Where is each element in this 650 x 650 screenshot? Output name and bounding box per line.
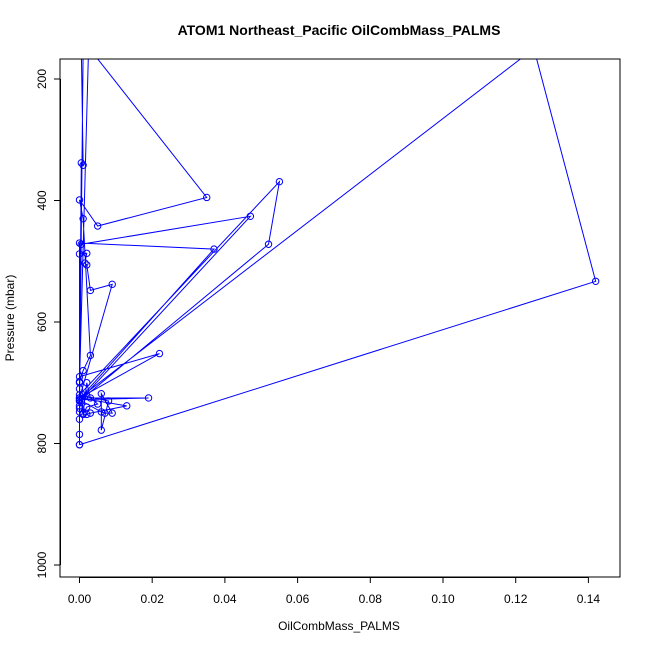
data-point: [79, 366, 87, 375]
data-point: [75, 430, 84, 439]
data-point: [75, 196, 84, 204]
x-tick-label: 0.06: [286, 592, 310, 606]
y-tick-label: 1000: [35, 551, 49, 578]
data-point: [75, 415, 84, 423]
data-point: [97, 389, 106, 398]
data-point: [77, 159, 86, 167]
data-point: [203, 193, 211, 202]
y-tick-label: 400: [35, 190, 49, 210]
data-point: [75, 441, 84, 449]
data-point: [123, 402, 131, 410]
data-point: [83, 249, 91, 258]
data-point: [83, 410, 91, 419]
data-point: [591, 277, 600, 285]
x-tick-label: 0.08: [359, 592, 383, 606]
plot-area: [75, 44, 600, 449]
data-point: [86, 351, 95, 360]
data-point: [75, 397, 84, 405]
data-point: [75, 404, 84, 412]
y-tick-label: 600: [35, 312, 49, 332]
y-axis: 200 400 600 800 1000: [35, 69, 61, 578]
data-point: [75, 250, 84, 258]
data-point: [97, 426, 106, 434]
x-tick-label: 0.00: [68, 592, 92, 606]
plot-frame: [59, 58, 621, 578]
data-point: [83, 403, 91, 411]
data-point: [144, 394, 153, 402]
data-point: [75, 239, 84, 247]
y-tick-label: 800: [35, 433, 49, 453]
data-point: [83, 379, 91, 387]
data-point: [86, 409, 95, 417]
data-point: [75, 408, 84, 416]
data-point: [104, 397, 113, 405]
y-axis-title: Pressure (mbar): [3, 275, 17, 362]
data-point: [85, 44, 91, 50]
data-point: [97, 408, 106, 416]
y-tick-label: 200: [35, 69, 49, 89]
data-point: [79, 215, 87, 223]
data-point: [108, 409, 116, 417]
chart-title: ATOM1 Northeast_Pacific OilCombMass_PALM…: [178, 22, 501, 38]
data-point: [77, 240, 86, 248]
data-point: [79, 391, 87, 399]
data-point: [86, 394, 95, 402]
data-point: [275, 177, 284, 186]
x-tick-label: 0.14: [577, 592, 601, 606]
x-tick-label: 0.02: [141, 592, 165, 606]
data-point: [81, 259, 89, 267]
data-point: [108, 280, 116, 289]
data-point: [155, 349, 164, 358]
data-point: [79, 161, 87, 169]
series-layer: [75, 44, 600, 449]
x-tick-label: 0.10: [431, 592, 455, 606]
data-point: [79, 410, 87, 419]
data-point: [75, 379, 84, 387]
data-point: [264, 240, 273, 248]
data-point: [101, 409, 109, 417]
data-point: [83, 261, 91, 269]
data-point: [210, 245, 218, 253]
series-line: [77, 59, 597, 446]
x-tick-label: 0.04: [213, 592, 237, 606]
data-point: [93, 400, 102, 408]
data-point: [78, 45, 84, 51]
x-tick-label: 0.12: [504, 592, 528, 606]
data-point: [86, 286, 95, 295]
data-point: [246, 212, 255, 220]
data-point: [531, 45, 537, 51]
data-point: [80, 45, 86, 51]
data-point: [93, 222, 102, 230]
x-axis: 0.00 0.02 0.04 0.06 0.08 0.10 0.12 0.14: [68, 577, 601, 606]
x-axis-title: OilCombMass_PALMS: [278, 619, 400, 633]
